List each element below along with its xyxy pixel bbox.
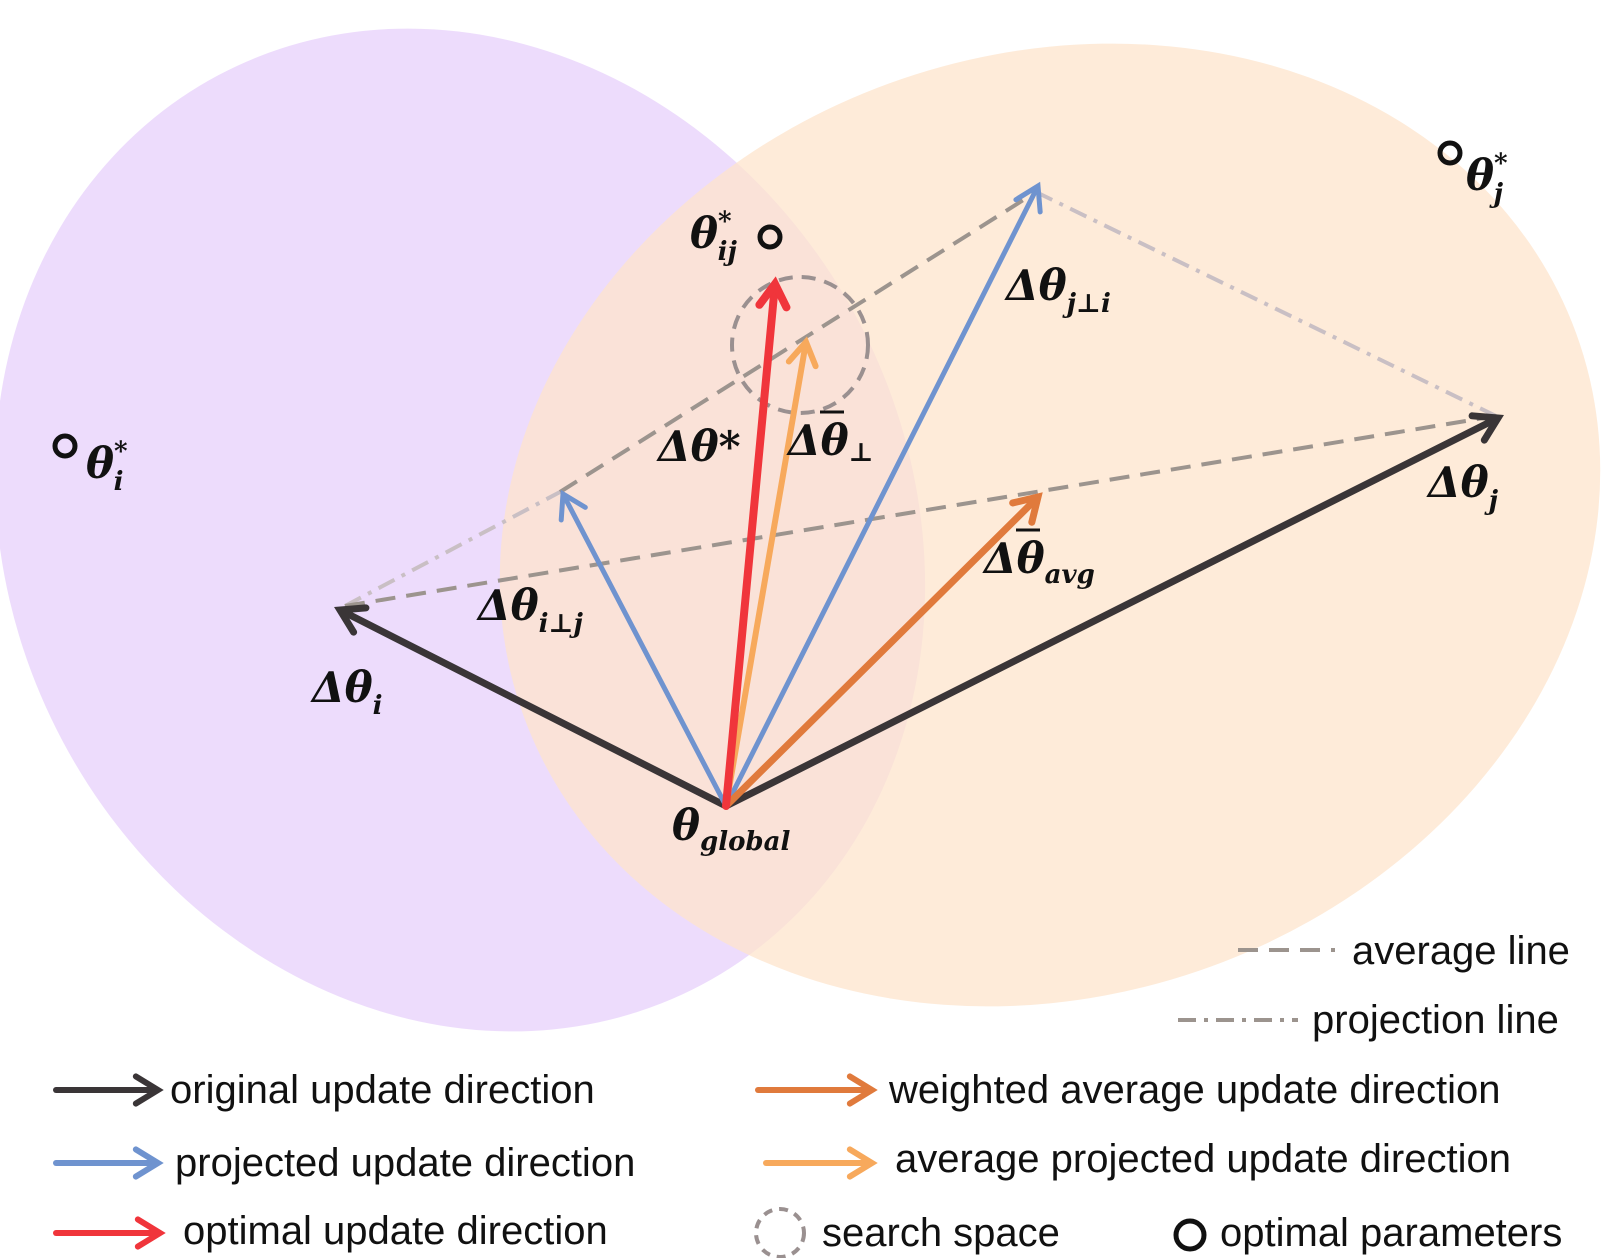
legend-weighted-average-swatch-head [846, 1073, 878, 1107]
label-theta-j-star: θ* j [1466, 149, 1508, 209]
legend-search-space: search space [754, 1207, 1060, 1258]
legend-projected-swatch-head [132, 1146, 164, 1180]
legend-optimal-parameters-swatch [1173, 1218, 1207, 1252]
label-theta-global: θglobal [672, 801, 790, 857]
search-space-circle [730, 275, 870, 415]
legend-average-line-label: average line [1352, 929, 1570, 973]
vector-delta-theta-j-head [1468, 412, 1504, 444]
vector-delta-theta-i [334, 604, 730, 810]
average-line-perp [558, 190, 1038, 494]
label-delta-theta-bar-avg: Δθavg [982, 528, 1095, 590]
vector-delta-theta-bar-perp-shaft [723, 340, 809, 809]
optimal-parameter-markers [52, 140, 1463, 459]
legend-average-projected-label: average projected update direction [895, 1137, 1511, 1181]
theta-i-star-marker [52, 433, 78, 459]
label-theta-i-star: θ* i [86, 437, 128, 497]
legend-original-swatch [53, 1073, 164, 1107]
legend-search-space-label: search space [822, 1211, 1060, 1255]
vector-delta-theta-j-perp-i-head [1013, 181, 1043, 215]
vector-delta-theta-star [722, 276, 791, 810]
vector-delta-theta-bar-perp-head [785, 336, 819, 370]
vector-delta-theta-i-head [334, 604, 370, 636]
vector-delta-theta-i-shaft [338, 607, 730, 810]
label-delta-theta-j: Δθj [1426, 458, 1499, 516]
label-delta-theta-i-perp-j: Δθi⊥j [476, 581, 583, 639]
label-delta-theta-i: Δθi [310, 663, 383, 721]
legend-weighted-average-swatch [755, 1073, 878, 1107]
theta-j-star-marker [1437, 140, 1463, 166]
vector-delta-theta-star-head [755, 276, 791, 312]
vector-delta-theta-i-perp-j [558, 489, 729, 809]
legend-optimal-parameters: optimal parameters [1173, 1211, 1562, 1255]
projection-line-j [1035, 190, 1497, 418]
vector-delta-theta-star-shaft [722, 281, 779, 810]
legend-search-space-swatch [754, 1207, 806, 1258]
legend-optimal-swatch-head [134, 1216, 166, 1250]
vector-labels: Δθi Δθj Δθi⊥j Δθj⊥i Δθ* Δθ⊥ Δθavg θgloba… [86, 149, 1508, 857]
legend-optimal-label: optimal update direction [183, 1209, 608, 1253]
label-delta-theta-j-perp-i: Δθj⊥i [1004, 261, 1111, 319]
theta-ij-star-marker [757, 224, 783, 250]
label-delta-theta-bar-perp: Δθ⊥ [786, 410, 874, 468]
auxiliary-lines [344, 190, 1497, 608]
average-line-ij [344, 414, 1497, 608]
legend-average-line: average line [1238, 929, 1570, 973]
vector-delta-theta-bar-avg-head [1009, 492, 1043, 526]
svg-text:Δθ⊥: Δθ⊥ [786, 416, 874, 468]
legend-original-label: original update direction [170, 1068, 595, 1112]
label-delta-theta-star: Δθ* [656, 422, 741, 471]
legend-optimal-parameters-label: optimal parameters [1220, 1211, 1562, 1255]
vector-delta-theta-bar-avg-shaft [722, 494, 1041, 810]
label-theta-ij-star: θ* ij [690, 207, 738, 267]
legend: average line projection line original up… [53, 929, 1570, 1258]
legend-average-projected-swatch-head [846, 1146, 878, 1180]
vector-delta-theta-j-perp-i-shaft [723, 185, 1040, 809]
vector-delta-theta-j-shaft [722, 415, 1500, 810]
legend-projected-swatch [53, 1146, 164, 1180]
legend-arrow-swatches [53, 1073, 878, 1250]
legend-projection-line-label: projection line [1312, 998, 1559, 1042]
vector-delta-theta-j [722, 412, 1504, 810]
legend-average-projected-swatch [763, 1146, 878, 1180]
vector-delta-theta-j-perp-i [723, 181, 1043, 809]
legend-weighted-average-label: weighted average update direction [888, 1068, 1501, 1112]
legend-projection-line: projection line [1178, 998, 1559, 1042]
vector-delta-theta-i-perp-j-head [558, 489, 588, 523]
legend-optimal-swatch [53, 1216, 166, 1250]
svg-text:Δθavg: Δθavg [982, 534, 1095, 590]
vectors [334, 181, 1504, 810]
legend-original-swatch-head [132, 1073, 164, 1107]
vector-delta-theta-bar-avg [722, 492, 1043, 810]
projection-line-i [344, 490, 561, 608]
vector-delta-theta-i-perp-j-shaft [561, 493, 729, 809]
legend-projected-label: projected update direction [175, 1141, 635, 1185]
vector-delta-theta-bar-perp [723, 336, 819, 809]
